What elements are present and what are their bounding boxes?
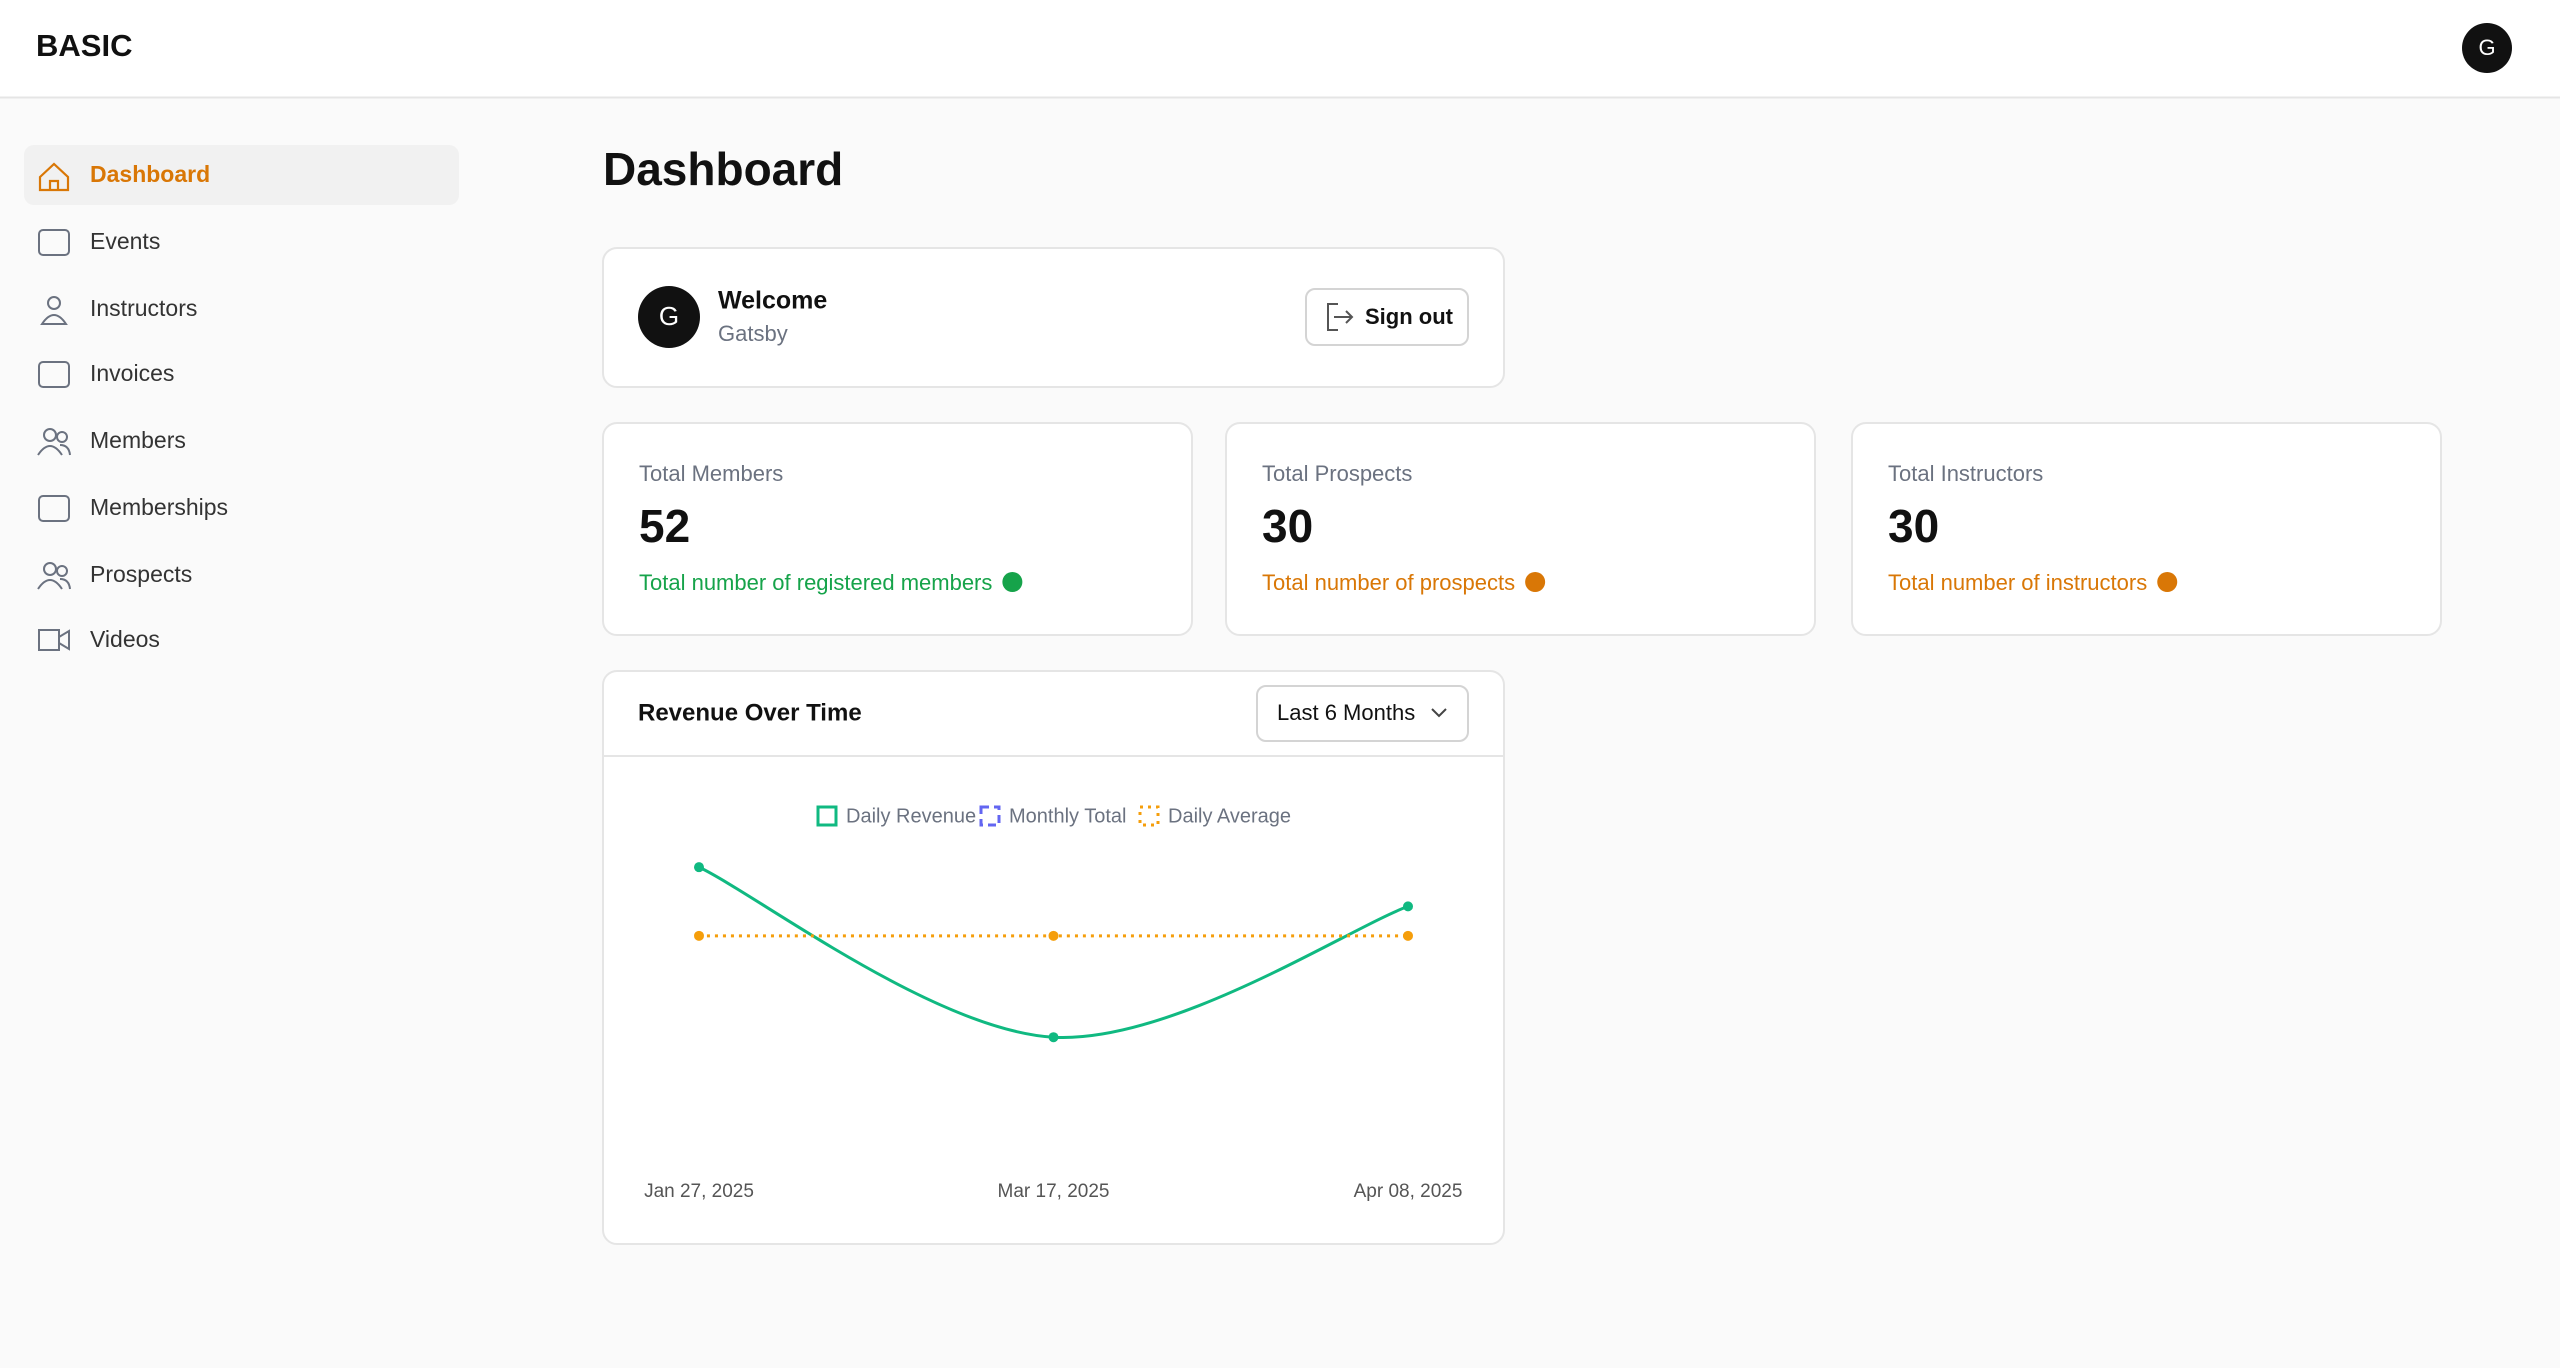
nav-item[interactable]: Memberships	[90, 494, 228, 520]
x-tick-label: Apr 08, 2025	[1354, 1181, 1463, 1202]
sign-out-button[interactable]	[1305, 288, 1469, 346]
chart-title: Revenue Over Time	[638, 699, 862, 726]
nav-icon	[38, 629, 70, 651]
welcome-title: Welcome	[718, 287, 827, 315]
legend-label[interactable]: Daily Average	[1168, 805, 1291, 827]
welcome-avatar	[638, 286, 700, 348]
nav-item[interactable]: Invoices	[90, 360, 174, 386]
stat-card	[602, 422, 1193, 636]
legend-swatch	[1138, 805, 1160, 827]
sign-out-icon	[1327, 303, 1354, 331]
stat-label: Total Prospects	[1262, 461, 1412, 486]
legend-swatch	[816, 805, 838, 827]
stat-value: 30	[1262, 500, 1313, 552]
series-point	[1403, 930, 1413, 941]
range-dropdown-label[interactable]: Last 6 Months	[1277, 700, 1415, 725]
range-dropdown[interactable]	[1256, 685, 1469, 742]
chart-card	[602, 670, 1505, 1245]
nav-icon	[40, 314, 68, 325]
nav-icon	[38, 229, 70, 256]
welcome-avatar-letter: G	[659, 301, 679, 331]
stat-label: Total Members	[639, 461, 783, 486]
stat-icon	[2157, 572, 2178, 592]
nav-item[interactable]: Videos	[90, 626, 160, 652]
series-point	[694, 862, 704, 873]
x-tick-label: Mar 17, 2025	[998, 1181, 1110, 1202]
series-point	[1048, 930, 1059, 941]
nav-item[interactable]: Dashboard	[90, 161, 210, 187]
nav-item[interactable]: Events	[90, 228, 160, 254]
stat-description: Total number of prospects	[1262, 570, 1515, 595]
nav-item[interactable]: Members	[90, 427, 186, 453]
welcome-card	[602, 247, 1505, 388]
nav-icon	[38, 495, 70, 522]
series-point	[1048, 1032, 1059, 1043]
stat-icon	[1525, 572, 1546, 592]
x-tick-label: Jan 27, 2025	[644, 1181, 754, 1202]
stat-value: 30	[1888, 500, 1939, 552]
stat-icon	[1002, 572, 1023, 592]
stat-value: 52	[639, 500, 690, 552]
stat-card	[1225, 422, 1816, 636]
user-avatar[interactable]	[2462, 23, 2512, 73]
nav-icon	[37, 444, 71, 456]
stat-description: Total number of instructors	[1888, 570, 2147, 595]
nav-icon	[38, 361, 70, 388]
user-avatar-letter: G	[2478, 35, 2495, 60]
nav-icon	[47, 296, 61, 310]
series-point	[1403, 901, 1413, 912]
legend-swatch	[979, 805, 1001, 827]
brand[interactable]: BASIC	[36, 28, 132, 63]
dropdown-chevron	[1431, 708, 1447, 718]
stat-label: Total Instructors	[1888, 461, 2043, 486]
welcome-name: Gatsby	[718, 321, 788, 346]
nav-item[interactable]: Instructors	[90, 295, 197, 321]
nav-icon	[43, 428, 57, 442]
nav-icon	[43, 562, 57, 576]
page-title: Dashboard	[603, 143, 843, 195]
sign-out-label[interactable]: Sign out	[1365, 304, 1454, 329]
nav-active-bg	[24, 145, 459, 205]
stat-card	[1851, 422, 2442, 636]
legend-label[interactable]: Monthly Total	[1009, 805, 1126, 827]
nav-item[interactable]: Prospects	[90, 561, 192, 587]
series-point	[694, 930, 704, 941]
nav-icon	[56, 565, 68, 577]
top-bar	[0, 0, 2560, 97]
nav-icon	[38, 162, 70, 192]
stat-description: Total number of registered members	[639, 570, 992, 595]
nav-icon	[37, 578, 71, 590]
legend-label[interactable]: Daily Revenue	[846, 805, 976, 827]
nav-icon	[56, 431, 68, 443]
